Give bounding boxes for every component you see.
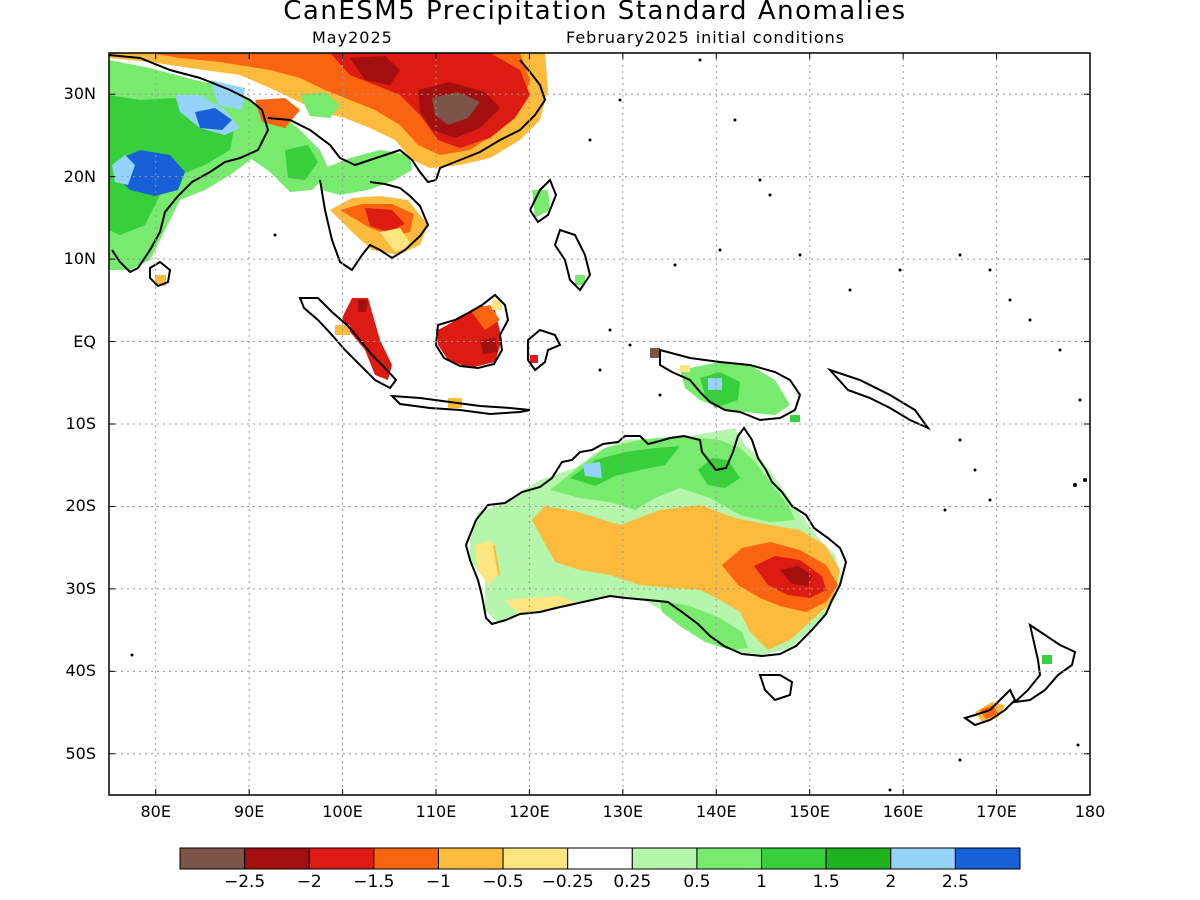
colorbar-swatch bbox=[761, 847, 827, 870]
colorbar-label: 1.5 bbox=[812, 872, 840, 892]
colorbar-swatch bbox=[567, 847, 633, 870]
lat-tick-label: 40S bbox=[65, 661, 96, 681]
colorbar-label: 1 bbox=[756, 872, 767, 892]
lat-tick-label: 20S bbox=[65, 496, 96, 516]
lon-tick-label: 130E bbox=[602, 802, 644, 821]
lat-tick-label: 30S bbox=[65, 578, 96, 598]
lon-tick-label: 90E bbox=[233, 802, 265, 821]
colorbar-label: −0.25 bbox=[541, 872, 594, 892]
map-title: CanESM5 Precipitation Standard Anomalies bbox=[283, 0, 907, 26]
colorbar-swatch bbox=[437, 847, 504, 870]
graticule bbox=[109, 53, 1090, 795]
colorbar-label: −2 bbox=[296, 872, 322, 892]
lat-tick-label: 10N bbox=[63, 249, 96, 269]
colorbar-swatch bbox=[825, 847, 892, 870]
colorbar-swatch bbox=[890, 847, 956, 870]
lon-tick-label: 100E bbox=[322, 802, 363, 821]
lon-tick-label: 110E bbox=[415, 802, 457, 821]
plot-frame bbox=[108, 52, 1091, 796]
lon-tick-label: 170E bbox=[976, 802, 1017, 821]
lat-tick-label: 10S bbox=[65, 414, 96, 433]
colorbar-swatch bbox=[308, 847, 375, 870]
colorbar-label: −0.5 bbox=[482, 872, 524, 892]
colorbar-swatch bbox=[244, 847, 310, 870]
lon-tick-label: 150E bbox=[789, 802, 831, 821]
axis-ticks bbox=[109, 53, 1091, 795]
forecast-month: May2025 bbox=[312, 28, 393, 47]
colorbar-swatch bbox=[373, 847, 439, 870]
lon-tick-label: 160E bbox=[882, 802, 924, 821]
lon-tick-label: 180 bbox=[1074, 802, 1106, 821]
initial-conditions: February2025 initial conditions bbox=[566, 28, 846, 47]
lat-tick-label: 20N bbox=[63, 166, 96, 186]
asia-anomaly-field bbox=[109, 60, 428, 286]
colorbar-label: −2.5 bbox=[223, 872, 266, 892]
colorbar-swatch bbox=[631, 847, 698, 870]
colorbar-swatch bbox=[696, 847, 763, 870]
colorbar bbox=[179, 847, 1021, 870]
australia-anomaly-field bbox=[470, 428, 842, 656]
colorbar-swatch bbox=[179, 847, 246, 870]
colorbar-label: −1.5 bbox=[353, 872, 395, 892]
new-zealand-anomaly-field bbox=[975, 655, 1052, 722]
colorbar-swatch bbox=[502, 847, 569, 870]
lat-tick-label: EQ bbox=[73, 331, 96, 351]
coastlines bbox=[109, 54, 1077, 727]
colorbar-label: 0.5 bbox=[683, 872, 711, 892]
lon-tick-label: 140E bbox=[695, 802, 737, 821]
colorbar-swatch bbox=[954, 847, 1021, 870]
lat-tick-label: 50S bbox=[65, 743, 96, 763]
pacific-islands bbox=[130, 58, 1087, 792]
colorbar-label: 2 bbox=[885, 872, 897, 892]
colorbar-label: 0.25 bbox=[613, 872, 652, 892]
lon-tick-label: 80E bbox=[140, 802, 171, 821]
colorbar-label: −1 bbox=[425, 872, 451, 892]
colorbar-label: 2.5 bbox=[941, 872, 969, 892]
lon-tick-label: 120E bbox=[509, 802, 550, 821]
lat-tick-label: 30N bbox=[63, 84, 96, 104]
china-anomaly-field bbox=[109, 53, 548, 168]
